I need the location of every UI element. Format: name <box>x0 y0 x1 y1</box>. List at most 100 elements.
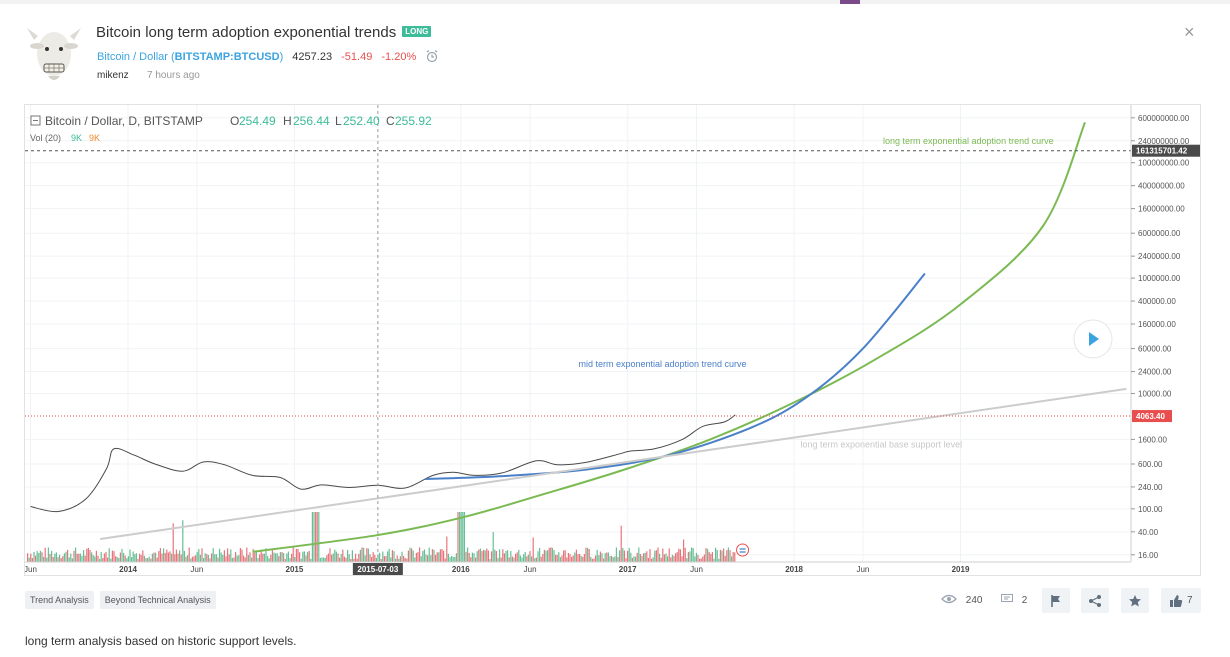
play-icon[interactable] <box>1089 332 1099 346</box>
volume-bar <box>148 556 150 562</box>
volume-bar <box>140 554 142 562</box>
volume-bar <box>675 553 677 562</box>
close-icon[interactable]: × <box>1184 22 1195 42</box>
time-axis[interactable]: Jun 2014 Jun 2015 2016 Jun 2017 Jun 2018 Jun 2019 <box>25 561 1131 574</box>
volume-bar <box>212 548 214 562</box>
volume-bar <box>143 555 145 562</box>
volume-bar <box>191 556 193 562</box>
volume-bar <box>471 552 473 562</box>
volume-bar <box>729 550 731 562</box>
volume-bar <box>374 554 376 562</box>
symbol-link[interactable]: Bitcoin / Dollar <box>97 51 168 63</box>
author-name[interactable]: mikenz <box>97 70 129 81</box>
volume-bar <box>302 551 304 562</box>
price-tick-label: 40000000.00 <box>1138 182 1185 191</box>
volume-bar <box>249 552 251 562</box>
volume-bar <box>583 554 585 562</box>
volume-bar <box>700 558 702 562</box>
legend-open: 254.49 <box>239 114 276 128</box>
volume-bar <box>36 551 38 562</box>
like-button[interactable]: 7 <box>1161 588 1201 613</box>
volume-bar <box>713 558 715 562</box>
volume-bar <box>510 550 512 562</box>
volume-bar <box>492 532 494 562</box>
volume-bar <box>47 547 49 562</box>
post-age: 7 hours ago <box>147 70 200 81</box>
volume-bar <box>396 555 398 562</box>
volume-bar <box>267 556 269 562</box>
volume-bar <box>708 551 710 562</box>
volume-bar <box>702 556 704 562</box>
chart-container[interactable]: 161315701.42 4063.40 2015-07-03 long term e… <box>24 104 1201 576</box>
volume-bar <box>511 556 513 562</box>
volume-bar <box>59 554 61 562</box>
volume-bar <box>87 547 89 562</box>
goat-avatar-icon[interactable] <box>24 24 84 84</box>
volume-bar <box>222 554 224 562</box>
tag-trend-analysis[interactable]: Trend Analysis <box>25 591 94 609</box>
volume-bar <box>371 556 373 562</box>
tag-beyond-technical-analysis[interactable]: Beyond Technical Analysis <box>99 591 216 609</box>
exchange-link[interactable]: BITSTAMP:BTCUSD <box>174 51 280 63</box>
price-chart[interactable]: 161315701.42 4063.40 2015-07-03 long term e… <box>25 105 1200 575</box>
legend-low: 252.40 <box>343 114 380 128</box>
volume-bar <box>422 550 424 562</box>
play-button[interactable] <box>1073 319 1113 359</box>
volume-bar <box>491 551 493 562</box>
volume-bar <box>227 548 229 562</box>
volume-bar <box>455 553 457 562</box>
volume-bar <box>719 549 721 562</box>
volume-bar <box>156 557 158 562</box>
alarm-clock-icon[interactable] <box>425 49 439 66</box>
volume-bar <box>270 554 272 562</box>
volume-bar <box>534 558 536 562</box>
volume-bar <box>103 553 105 562</box>
volume-bar <box>153 552 155 562</box>
volume-bar <box>342 549 344 562</box>
volume-bar <box>489 558 491 562</box>
volume-bar <box>115 556 117 562</box>
volume-bar <box>196 551 198 562</box>
volume-bar <box>230 549 232 562</box>
volume-bar <box>566 557 568 562</box>
volume-bar <box>323 557 325 562</box>
share-button[interactable] <box>1081 588 1109 613</box>
volume-bar <box>155 552 157 562</box>
time-tick-label: Jun <box>25 565 37 574</box>
volume-bar <box>497 557 499 562</box>
volume-bar <box>484 550 486 562</box>
volume-bar <box>657 547 659 562</box>
volume-bar <box>123 553 125 562</box>
volume-bar <box>403 555 405 562</box>
volume-bar <box>340 553 342 562</box>
volume-bar <box>75 547 77 562</box>
volume-bar <box>614 556 616 562</box>
favorite-button[interactable] <box>1121 588 1149 613</box>
volume-bar <box>691 547 693 562</box>
volume-bar <box>223 550 225 562</box>
volume-bar <box>86 548 88 562</box>
volume-bar <box>563 550 565 562</box>
time-tick-label: 2015 <box>286 565 304 574</box>
volume-bar <box>251 557 253 562</box>
volume-bar <box>724 555 726 562</box>
volume-bar <box>303 551 305 562</box>
report-button[interactable] <box>1042 588 1070 613</box>
price-axis[interactable]: 600000000.00 240000000.00 100000000.00 4000… <box>1130 105 1190 562</box>
time-tick-label: 2019 <box>952 565 970 574</box>
price-tick-label: 600.00 <box>1138 460 1163 469</box>
comments-counter[interactable]: 2 <box>1001 594 1027 606</box>
volume-bar <box>647 557 649 562</box>
volume-bar <box>612 557 614 562</box>
volume-bar <box>500 557 502 562</box>
volume-bar <box>452 557 454 562</box>
legend-volume: Vol (20) <box>30 133 61 143</box>
volume-bar <box>28 557 30 562</box>
legend-symbol: Bitcoin / Dollar, D, BITSTAMP <box>45 114 203 128</box>
volume-bar <box>113 551 115 562</box>
volume-bar <box>703 554 705 562</box>
volume-bar <box>275 553 277 562</box>
volume-bar <box>705 548 707 562</box>
volume-bar <box>495 551 497 562</box>
volume-bar <box>335 551 337 562</box>
